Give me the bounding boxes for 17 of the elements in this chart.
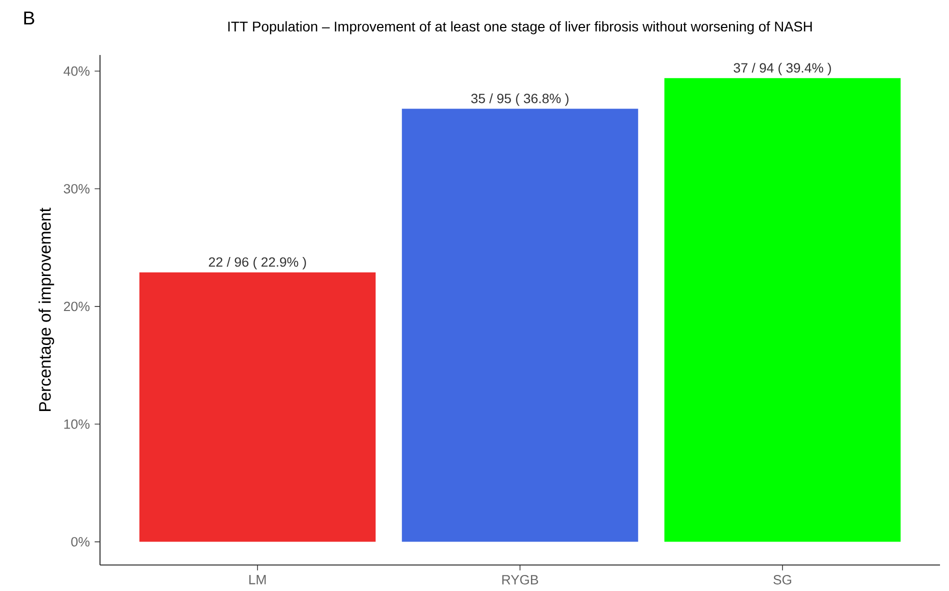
data-label: 22 / 96 ( 22.9% ) <box>208 256 306 270</box>
y-axis-title: Percentage of improvement <box>38 208 54 411</box>
y-tick-label: 40% <box>64 66 90 76</box>
text: B <box>24 12 34 24</box>
bar <box>139 272 376 542</box>
x-tick-label: LM <box>249 575 266 584</box>
y-tick-label: 10% <box>64 419 90 429</box>
y-tick-label: 30% <box>64 184 90 194</box>
data-label: 37 / 94 ( 39.4% ) <box>734 62 831 76</box>
y-tick-label: 20% <box>64 302 90 312</box>
y-tick-label: 0% <box>71 537 90 547</box>
x-tick-label: RYGB <box>502 575 538 584</box>
bar <box>402 108 638 542</box>
chart-title: ITT Population – Improvement of at least one stage of liver fibrosis without worsening of NASH <box>228 21 812 34</box>
data-label: 35 / 95 ( 36.8% ) <box>471 93 568 106</box>
bar <box>664 78 901 542</box>
x-tick-label: SG <box>773 575 792 584</box>
